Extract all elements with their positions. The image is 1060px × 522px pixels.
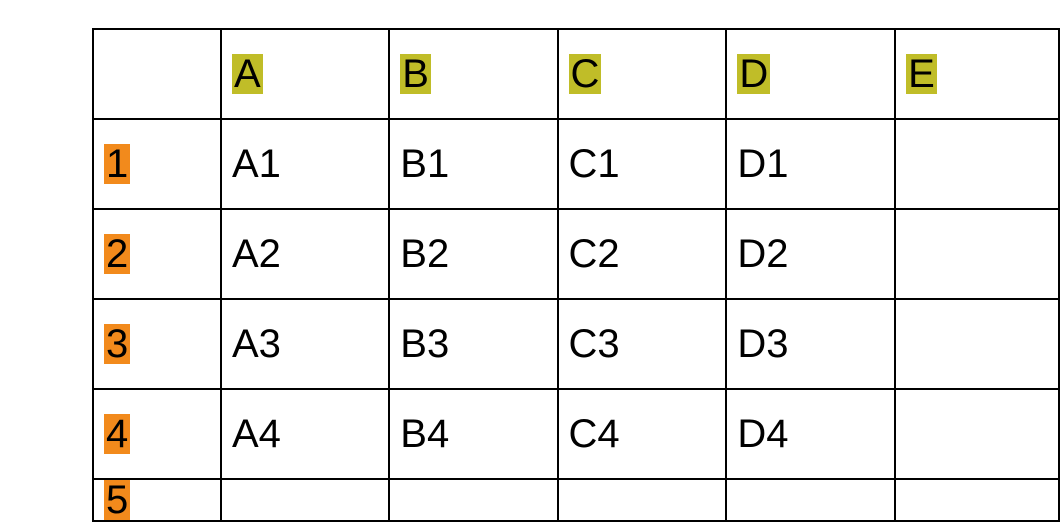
cell-B2[interactable]: B2 [389,209,557,299]
cell-D1[interactable]: D1 [726,119,895,209]
row-header-5-partial[interactable]: 5 [93,479,221,521]
cell-value: B3 [400,322,449,366]
row-header-3[interactable]: 3 [93,299,221,389]
col-header-C[interactable]: C [558,29,727,119]
row-label: 5 [104,480,130,520]
cell-value: D3 [737,322,788,366]
spreadsheet-grid: A B C D E 1 A1 B1 C1 D1 [92,28,1060,522]
col-label: D [737,54,770,94]
cell-B1[interactable]: B1 [389,119,557,209]
cell-E5[interactable] [895,479,1059,521]
col-header-D[interactable]: D [726,29,895,119]
cell-value: D2 [737,232,788,276]
col-header-E-partial[interactable]: E [895,29,1059,119]
grid-table: A B C D E 1 A1 B1 C1 D1 [92,28,1060,522]
cell-value: A1 [232,142,281,186]
cell-B4[interactable]: B4 [389,389,557,479]
cell-value: D1 [737,142,788,186]
col-header-A[interactable]: A [221,29,389,119]
cell-A3[interactable]: A3 [221,299,389,389]
table-row-partial: 5 [93,479,1059,521]
col-label: A [232,54,263,94]
row-label: 2 [104,234,130,274]
cell-B5[interactable] [389,479,557,521]
cell-value: B1 [400,142,449,186]
table-row: 2 A2 B2 C2 D2 [93,209,1059,299]
cell-C3[interactable]: C3 [558,299,727,389]
cell-E2[interactable] [895,209,1059,299]
col-label: C [569,54,602,94]
row-header-1[interactable]: 1 [93,119,221,209]
cell-C5[interactable] [558,479,727,521]
cell-value: A4 [232,412,281,456]
cell-value: A3 [232,322,281,366]
cell-value: B2 [400,232,449,276]
row-header-2[interactable]: 2 [93,209,221,299]
cell-A5[interactable] [221,479,389,521]
cell-C1[interactable]: C1 [558,119,727,209]
row-label: 1 [104,144,130,184]
table-row: 3 A3 B3 C3 D3 [93,299,1059,389]
cell-A4[interactable]: A4 [221,389,389,479]
cell-E1[interactable] [895,119,1059,209]
cell-value: B4 [400,412,449,456]
cell-C4[interactable]: C4 [558,389,727,479]
cell-B3[interactable]: B3 [389,299,557,389]
row-label: 4 [104,414,130,454]
row-label: 3 [104,324,130,364]
cell-D4[interactable]: D4 [726,389,895,479]
cell-A1[interactable]: A1 [221,119,389,209]
cell-value: D4 [737,412,788,456]
cell-value: C1 [569,142,620,186]
col-header-B[interactable]: B [389,29,557,119]
cell-A2[interactable]: A2 [221,209,389,299]
cell-E3[interactable] [895,299,1059,389]
corner-cell[interactable] [93,29,221,119]
column-header-row: A B C D E [93,29,1059,119]
cell-D5[interactable] [726,479,895,521]
table-row: 4 A4 B4 C4 D4 [93,389,1059,479]
row-header-4[interactable]: 4 [93,389,221,479]
table-row: 1 A1 B1 C1 D1 [93,119,1059,209]
col-label: B [400,54,431,94]
cell-D3[interactable]: D3 [726,299,895,389]
col-label: E [906,54,937,94]
cell-value: C3 [569,322,620,366]
cell-C2[interactable]: C2 [558,209,727,299]
cell-E4[interactable] [895,389,1059,479]
cell-value: C4 [569,412,620,456]
cell-D2[interactable]: D2 [726,209,895,299]
cell-value: C2 [569,232,620,276]
cell-value: A2 [232,232,281,276]
